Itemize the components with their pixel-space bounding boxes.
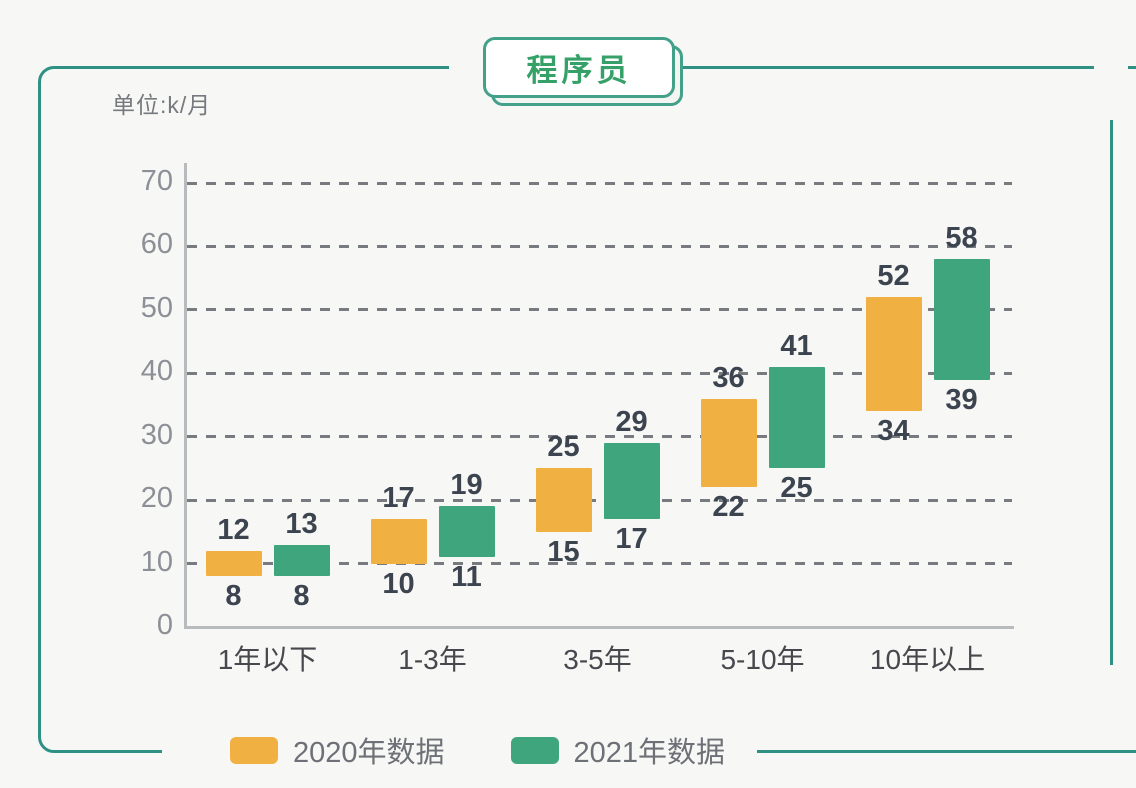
min-label-2020年数据-10年以上: 34: [877, 415, 910, 448]
max-label-2021年数据-3-5年: 29: [615, 406, 648, 439]
legend-label-2021: 2021年数据: [573, 737, 726, 769]
gridline-40: [187, 371, 1012, 375]
legend-item-2021: 2021年数据: [510, 729, 726, 771]
bar-2021年数据-10年以上: [933, 259, 990, 380]
x-category-5-10年: 5-10年: [720, 644, 805, 675]
chart-title: 程序员: [526, 53, 632, 88]
legend-swatch-2020: [230, 736, 278, 764]
y-tick-30: 30: [140, 418, 173, 451]
bar-2021年数据-1-3年: [438, 506, 495, 558]
gridline-70: [187, 181, 1012, 185]
y-tick-0: 0: [156, 609, 173, 641]
min-label-2020年数据-5-10年: 22: [712, 491, 745, 524]
legend-swatch-2021: [510, 736, 559, 764]
max-label-2021年数据-10年以上: 58: [945, 222, 978, 255]
bar-2021年数据-5-10年: [768, 366, 825, 469]
max-label-2021年数据-1-3年: 19: [450, 469, 483, 502]
max-label-2020年数据-5-10年: 36: [712, 361, 745, 394]
bar-2020年数据-5-10年: [700, 398, 757, 488]
bar-2020年数据-1-3年: [370, 519, 427, 564]
legend-item-2020: 2020年数据: [230, 729, 445, 771]
x-axis-line: [184, 626, 1014, 629]
y-tick-50: 50: [140, 291, 173, 324]
right-divider-line: [1110, 120, 1113, 665]
x-category-10年以上: 10年以上: [869, 644, 986, 675]
bar-2021年数据-3-5年: [603, 443, 660, 520]
min-label-2020年数据-1-3年: 10: [382, 567, 415, 600]
unit-label: 单位:k/月: [112, 92, 212, 118]
bar-2020年数据-1年以下: [205, 550, 262, 577]
max-label-2020年数据-3-5年: 25: [547, 431, 580, 464]
max-label-2020年数据-1年以下: 12: [217, 513, 250, 546]
gridline-20: [187, 498, 1012, 502]
max-label-2021年数据-1年以下: 13: [285, 507, 318, 540]
max-label-2020年数据-1-3年: 17: [382, 482, 415, 515]
gridline-60: [187, 244, 1012, 248]
frame-gap-left-of-title: [449, 61, 484, 73]
y-axis-line: [184, 163, 187, 628]
max-label-2020年数据-10年以上: 52: [877, 260, 910, 293]
x-category-3-5年: 3-5年: [563, 644, 632, 675]
frame-gap-under-legend: [162, 741, 757, 755]
y-tick-70: 70: [140, 165, 173, 197]
bar-2020年数据-3-5年: [535, 468, 592, 532]
gridline-10: [187, 562, 1012, 566]
min-label-2021年数据-1年以下: 8: [293, 580, 310, 613]
bar-2021年数据-1年以下: [273, 544, 330, 577]
y-tick-10: 10: [140, 545, 173, 578]
gridline-50: [187, 308, 1012, 312]
y-tick-60: 60: [140, 228, 173, 261]
frame-gap-top-right: [1094, 61, 1128, 73]
bar-2020年数据-10年以上: [865, 297, 922, 412]
y-tick-20: 20: [140, 482, 173, 515]
min-label-2021年数据-1-3年: 11: [451, 561, 482, 594]
legend: 2020年数据 2021年数据: [230, 729, 725, 771]
min-label-2021年数据-5-10年: 25: [780, 472, 813, 505]
x-category-1-3年: 1-3年: [398, 644, 467, 675]
min-label-2021年数据-3-5年: 17: [615, 523, 648, 556]
gridline-30: [187, 435, 1012, 439]
min-label-2020年数据-1年以下: 8: [225, 580, 242, 613]
legend-label-2020: 2020年数据: [293, 737, 445, 769]
chart-title-box: 程序员: [483, 37, 675, 98]
y-tick-40: 40: [140, 355, 173, 388]
min-label-2021年数据-10年以上: 39: [945, 383, 978, 416]
min-label-2020年数据-3-5年: 15: [547, 535, 580, 568]
x-category-1年以下: 1年以下: [217, 644, 318, 675]
max-label-2021年数据-5-10年: 41: [780, 329, 813, 362]
